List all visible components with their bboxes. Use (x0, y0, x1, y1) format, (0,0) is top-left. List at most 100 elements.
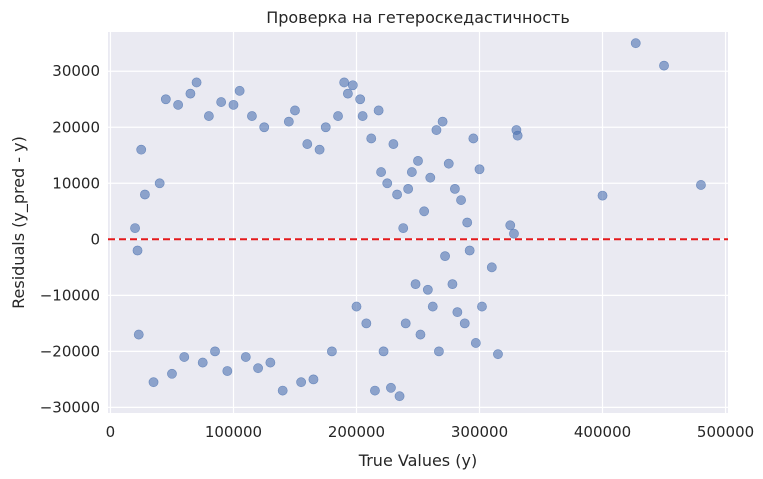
x-tick-label: 500000 (697, 423, 754, 441)
y-axis-ticks: −30000 −20000 −10000 0 10000 20000 30000 (40, 62, 100, 416)
data-point (283, 116, 294, 127)
data-point (333, 111, 343, 121)
data-point (443, 158, 454, 169)
data-point (464, 245, 475, 256)
data-point (173, 99, 184, 110)
data-point (265, 357, 276, 368)
data-point (456, 195, 466, 205)
data-point (296, 377, 307, 388)
data-point (505, 220, 516, 231)
data-points (130, 38, 706, 402)
data-point (419, 206, 430, 217)
data-point (342, 88, 353, 99)
data-point (132, 245, 143, 256)
data-point (191, 77, 202, 88)
data-point (290, 105, 300, 116)
data-point (386, 382, 396, 393)
y-tick-label: 10000 (52, 174, 100, 192)
data-point (468, 133, 479, 144)
data-point (302, 139, 313, 149)
x-tick-label: 200000 (328, 423, 385, 441)
x-tick-label: 0 (106, 423, 116, 441)
data-point (415, 329, 426, 340)
data-point (413, 155, 423, 166)
data-point (398, 223, 409, 233)
data-point (167, 368, 177, 379)
data-point (493, 349, 503, 360)
data-point (449, 183, 460, 194)
data-point (259, 122, 270, 133)
x-axis-ticks: 0 100000 200000 300000 400000 500000 (106, 423, 754, 441)
chart-title: Проверка на гетероскедастичность (266, 8, 570, 27)
data-point (474, 164, 485, 175)
data-point (210, 346, 220, 357)
data-point (247, 111, 257, 121)
data-point (597, 190, 608, 201)
data-point (234, 85, 245, 96)
data-point (185, 88, 196, 99)
data-point (357, 111, 368, 121)
data-point (197, 357, 208, 368)
data-point (314, 144, 325, 155)
y-tick-label: −30000 (40, 398, 100, 416)
data-point (277, 385, 288, 396)
data-point (400, 318, 411, 329)
data-point (462, 217, 473, 228)
data-point (394, 391, 405, 402)
data-point (403, 183, 414, 194)
data-point (376, 167, 386, 177)
data-point (427, 301, 438, 312)
data-point (382, 178, 393, 189)
data-point (447, 279, 458, 290)
data-point (355, 94, 366, 105)
data-point (148, 377, 159, 388)
data-point (130, 223, 140, 233)
data-point (440, 251, 450, 262)
data-point (366, 133, 377, 144)
data-point (410, 279, 421, 290)
data-point (179, 352, 190, 362)
data-point (486, 262, 497, 273)
grid-lines (108, 32, 728, 413)
data-point (228, 99, 239, 110)
data-point (240, 352, 251, 362)
x-tick-label: 400000 (574, 423, 631, 441)
data-point (431, 125, 442, 135)
data-point (222, 366, 233, 376)
data-point (154, 178, 165, 189)
data-point (437, 116, 448, 127)
data-point (659, 60, 669, 71)
data-point (425, 172, 436, 183)
y-tick-label: 20000 (52, 118, 100, 136)
data-point (351, 301, 362, 312)
data-point (216, 97, 227, 107)
data-point (339, 77, 350, 88)
data-point (509, 228, 519, 239)
plot-background (108, 32, 728, 413)
data-point (470, 338, 481, 348)
data-point (434, 346, 444, 357)
data-point (696, 180, 706, 190)
y-tick-label: 0 (90, 230, 100, 248)
data-point (133, 329, 144, 340)
data-point (326, 346, 337, 357)
x-tick-label: 300000 (451, 423, 508, 441)
data-point (378, 346, 389, 357)
x-axis-label: True Values (y) (358, 451, 477, 470)
y-axis-label: Residuals (y_pred - y) (9, 136, 29, 309)
data-point (512, 130, 523, 141)
data-point (370, 385, 380, 396)
data-point (388, 139, 399, 149)
data-point (477, 301, 487, 312)
data-point (373, 105, 384, 116)
data-point (459, 318, 470, 329)
data-point (136, 144, 147, 155)
y-tick-label: −10000 (40, 286, 100, 304)
data-point (139, 189, 150, 200)
data-point (253, 363, 263, 374)
data-point (308, 374, 319, 385)
data-point (160, 94, 171, 105)
data-point (347, 80, 358, 91)
data-point (406, 167, 417, 177)
